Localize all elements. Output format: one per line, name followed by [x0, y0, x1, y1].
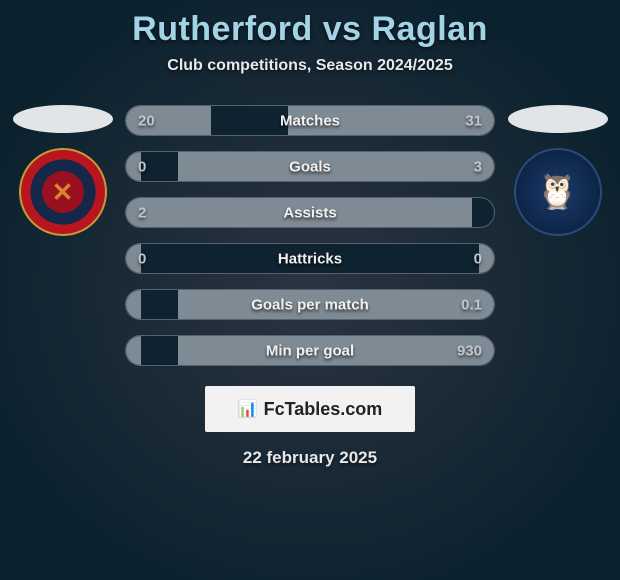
left-club-badge: [19, 148, 107, 236]
stat-row: Assists 2: [125, 197, 495, 228]
stat-value-right: 31: [465, 112, 482, 129]
stat-label: Goals per match: [251, 296, 369, 313]
right-player-avatar: [508, 105, 608, 133]
stat-value-left: 20: [138, 112, 155, 129]
stat-row: Goals per match 0.1: [125, 289, 495, 320]
right-side: [505, 105, 610, 236]
comparison-infographic: Rutherford vs Raglan Club competitions, …: [0, 0, 620, 580]
stat-row: Hattricks 0 0: [125, 243, 495, 274]
stat-row: Min per goal 930: [125, 335, 495, 366]
left-player-avatar: [13, 105, 113, 133]
stat-value-right: 0: [474, 250, 482, 267]
stat-value-left: 0: [138, 250, 146, 267]
content-row: Matches2031Goals03Assists2Hattricks00Goa…: [0, 105, 620, 366]
stat-row: Goals 0 3: [125, 151, 495, 182]
stat-value-left: 2: [138, 204, 146, 221]
right-club-badge: [514, 148, 602, 236]
stat-label: Assists: [283, 204, 336, 221]
stat-fill-right: [178, 152, 494, 181]
chart-icon: 📊: [238, 399, 258, 419]
stat-label: Hattricks: [278, 250, 342, 267]
stat-value-right: 0.1: [461, 296, 482, 313]
watermark: 📊 FcTables.com: [205, 386, 415, 432]
stat-row: Matches 20 31: [125, 105, 495, 136]
stat-label: Matches: [280, 112, 340, 129]
stat-value-right: 930: [457, 342, 482, 359]
page-title: Rutherford vs Raglan: [0, 10, 620, 49]
left-side: [10, 105, 115, 236]
stat-fill-left: [126, 336, 141, 365]
page-subtitle: Club competitions, Season 2024/2025: [0, 57, 620, 75]
watermark-text: FcTables.com: [264, 399, 383, 420]
stat-label: Min per goal: [266, 342, 354, 359]
date-label: 22 february 2025: [0, 448, 620, 468]
stat-value-right: 3: [474, 158, 482, 175]
stat-bars: Matches2031Goals03Assists2Hattricks00Goa…: [125, 105, 495, 366]
stat-fill-left: [126, 290, 141, 319]
stat-label: Goals: [289, 158, 331, 175]
stat-value-left: 0: [138, 158, 146, 175]
